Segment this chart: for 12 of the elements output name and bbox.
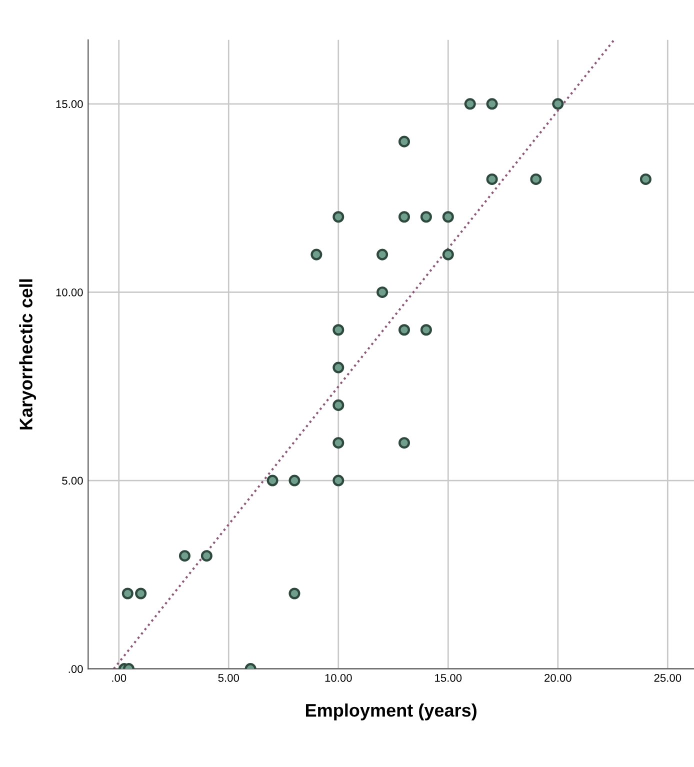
x-axis-title: Employment (years) [306, 703, 476, 720]
x-tick-label: 15.00 [435, 674, 462, 682]
x-tick-label: .00 [112, 674, 126, 682]
y-tick-label: .00 [68, 665, 83, 673]
x-tick-label: 10.00 [325, 674, 352, 682]
x-tick-label: 20.00 [544, 674, 572, 682]
y-tick-label: 10.00 [56, 288, 83, 296]
x-tick-label: 5.00 [218, 674, 240, 682]
y-tick-label: 15.00 [56, 100, 83, 108]
y-axis-title: Karyorrhectic cell [19, 279, 36, 430]
y-tick-label: 5.00 [62, 476, 83, 485]
x-tick-label: 25.00 [654, 674, 682, 682]
